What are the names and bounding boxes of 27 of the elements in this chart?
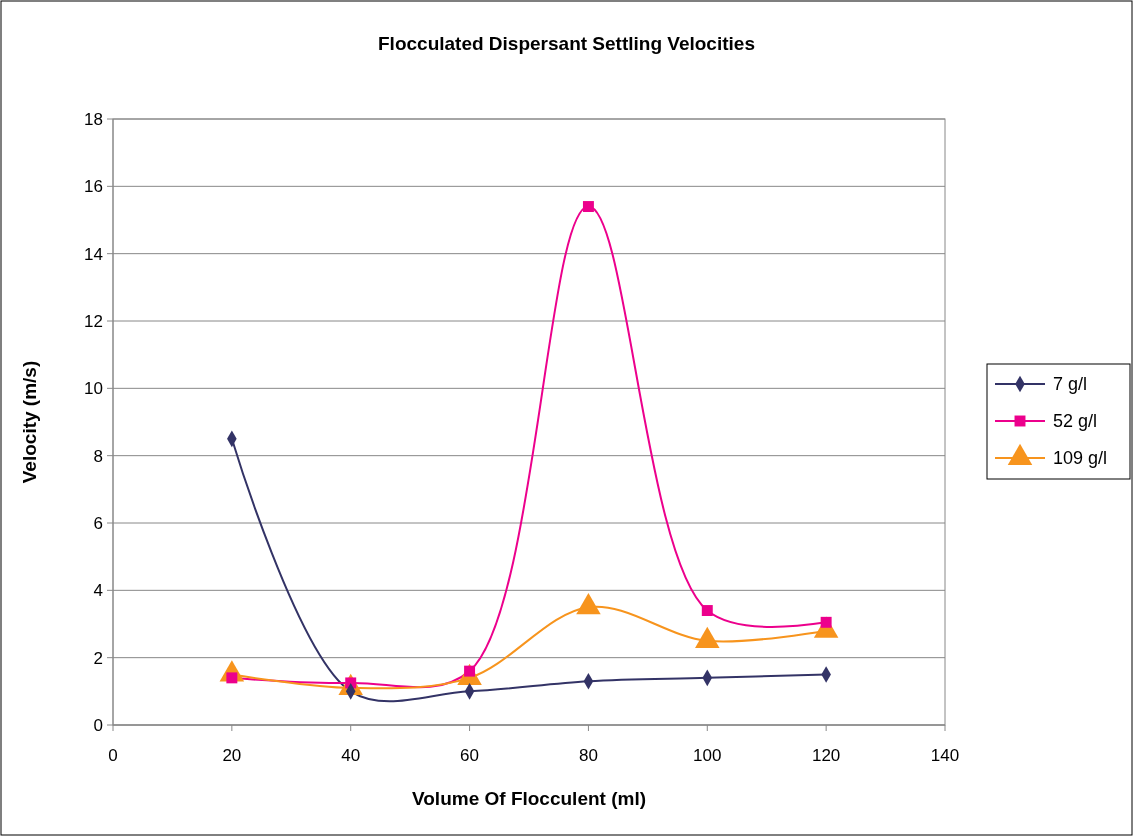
point [582,201,594,213]
chart-title: Flocculated Dispersant Settling Velocities [378,33,755,54]
x-axis-title: Volume Of Flocculent (ml) [412,788,646,809]
y-tick-label: 14 [84,244,103,264]
y-tick-label: 6 [93,513,103,533]
y-tick-label: 4 [93,581,103,601]
x-tick-label: 20 [222,746,242,765]
x-tick-label: 80 [578,746,598,765]
legend-label: 7 g/l [1053,374,1088,395]
legend-label: 52 g/l [1053,411,1098,432]
x-tick-label: 120 [811,746,841,765]
y-tick-label: 0 [93,715,103,735]
y-tick-label: 12 [84,311,103,331]
y-tick-label: 10 [84,379,103,399]
y-tick-label: 16 [84,177,103,197]
x-tick-label: 140 [930,746,960,765]
y-tick-label: 8 [93,446,103,466]
x-tick-label: 60 [460,746,480,765]
y-tick-label: 18 [84,109,103,129]
y-axis-title: Velocity (m/s) [19,360,40,484]
point [701,605,713,617]
legend-label: 109 g/l [1053,448,1108,469]
y-tick-label: 2 [93,648,103,668]
x-tick-label: 100 [693,746,722,765]
x-tick-label: 0 [108,746,118,765]
point [226,672,238,684]
x-tick-label: 40 [341,746,361,765]
